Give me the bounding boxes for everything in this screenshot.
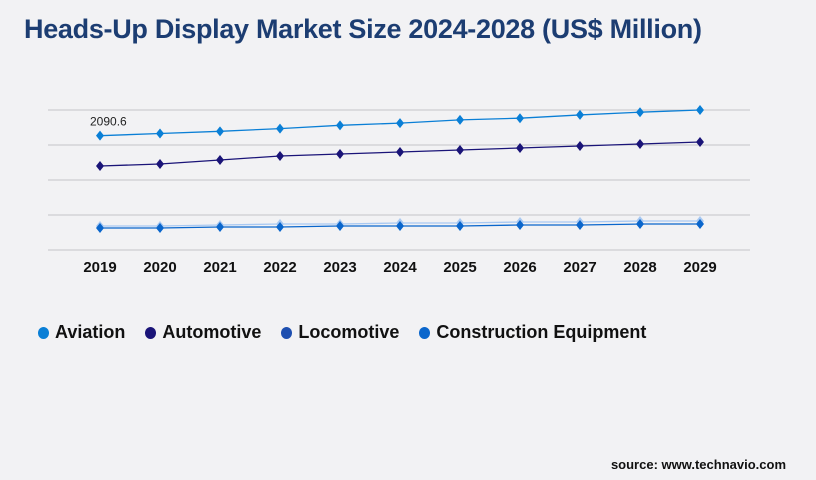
line-chart: 2019 2020 2021 2022 2023 2024 2025 2026 2027 2028… bbox=[48, 105, 750, 276]
legend-marker bbox=[145, 326, 157, 339]
data-point bbox=[516, 143, 524, 154]
data-point bbox=[336, 148, 344, 159]
data-point bbox=[696, 136, 704, 147]
legend-label: Aviation bbox=[55, 322, 126, 342]
legend-label: Automotive bbox=[162, 322, 262, 342]
data-point bbox=[96, 223, 104, 234]
data-point bbox=[696, 219, 704, 230]
legend-marker bbox=[281, 326, 293, 339]
data-point bbox=[456, 220, 464, 231]
x-tick-label: 2021 bbox=[203, 259, 236, 276]
legend-label: Locomotive bbox=[298, 322, 400, 342]
data-point bbox=[156, 223, 164, 234]
data-point bbox=[276, 150, 284, 161]
x-tick-label: 2026 bbox=[503, 259, 536, 276]
legend-item-construction-equipment: Construction Equipment bbox=[419, 322, 646, 343]
legend-item-locomotive: Locomotive bbox=[281, 322, 399, 343]
data-point bbox=[636, 219, 644, 230]
x-tick-label: 2028 bbox=[623, 259, 656, 276]
data-point bbox=[696, 105, 704, 115]
source-text: source: www.technavio.com bbox=[610, 457, 786, 472]
data-point bbox=[336, 220, 344, 231]
data-point bbox=[396, 220, 404, 231]
data-label: 2090.6 bbox=[90, 115, 127, 129]
x-tick-label: 2019 bbox=[83, 259, 116, 276]
data-point bbox=[96, 161, 104, 171]
data-point bbox=[456, 144, 464, 155]
legend-item-aviation: Aviation bbox=[38, 322, 125, 343]
data-point bbox=[396, 118, 404, 129]
legend-marker bbox=[419, 326, 431, 339]
data-point bbox=[576, 140, 584, 151]
x-tick-label: 2029 bbox=[683, 259, 716, 276]
data-point bbox=[96, 130, 104, 141]
chart-title: Heads-Up Display Market Size 2024-2028 (… bbox=[24, 14, 702, 44]
data-point bbox=[576, 220, 584, 231]
legend-item-automotive: Automotive bbox=[145, 322, 261, 343]
data-point bbox=[276, 123, 284, 134]
data-point bbox=[216, 126, 224, 137]
x-tick-label: 2025 bbox=[443, 259, 476, 276]
data-point bbox=[216, 154, 224, 165]
data-point bbox=[636, 107, 644, 118]
legend-marker bbox=[38, 326, 49, 339]
data-point bbox=[396, 147, 404, 157]
x-tick-label: 2027 bbox=[563, 259, 596, 276]
data-point bbox=[216, 221, 224, 232]
x-tick-label: 2022 bbox=[263, 259, 296, 276]
data-point bbox=[516, 113, 524, 124]
data-point bbox=[276, 221, 284, 232]
data-point bbox=[156, 128, 164, 139]
x-tick-label: 2023 bbox=[323, 259, 356, 276]
data-point bbox=[636, 139, 644, 150]
data-point bbox=[156, 158, 164, 169]
data-point bbox=[516, 220, 524, 231]
data-point bbox=[576, 109, 584, 120]
legend: Aviation Automotive Locomotive Construct… bbox=[38, 322, 646, 343]
x-tick-label: 2020 bbox=[143, 259, 176, 276]
data-point bbox=[456, 114, 464, 125]
x-tick-label: 2024 bbox=[383, 259, 417, 276]
legend-label: Construction Equipment bbox=[436, 322, 647, 342]
data-point bbox=[336, 120, 344, 131]
